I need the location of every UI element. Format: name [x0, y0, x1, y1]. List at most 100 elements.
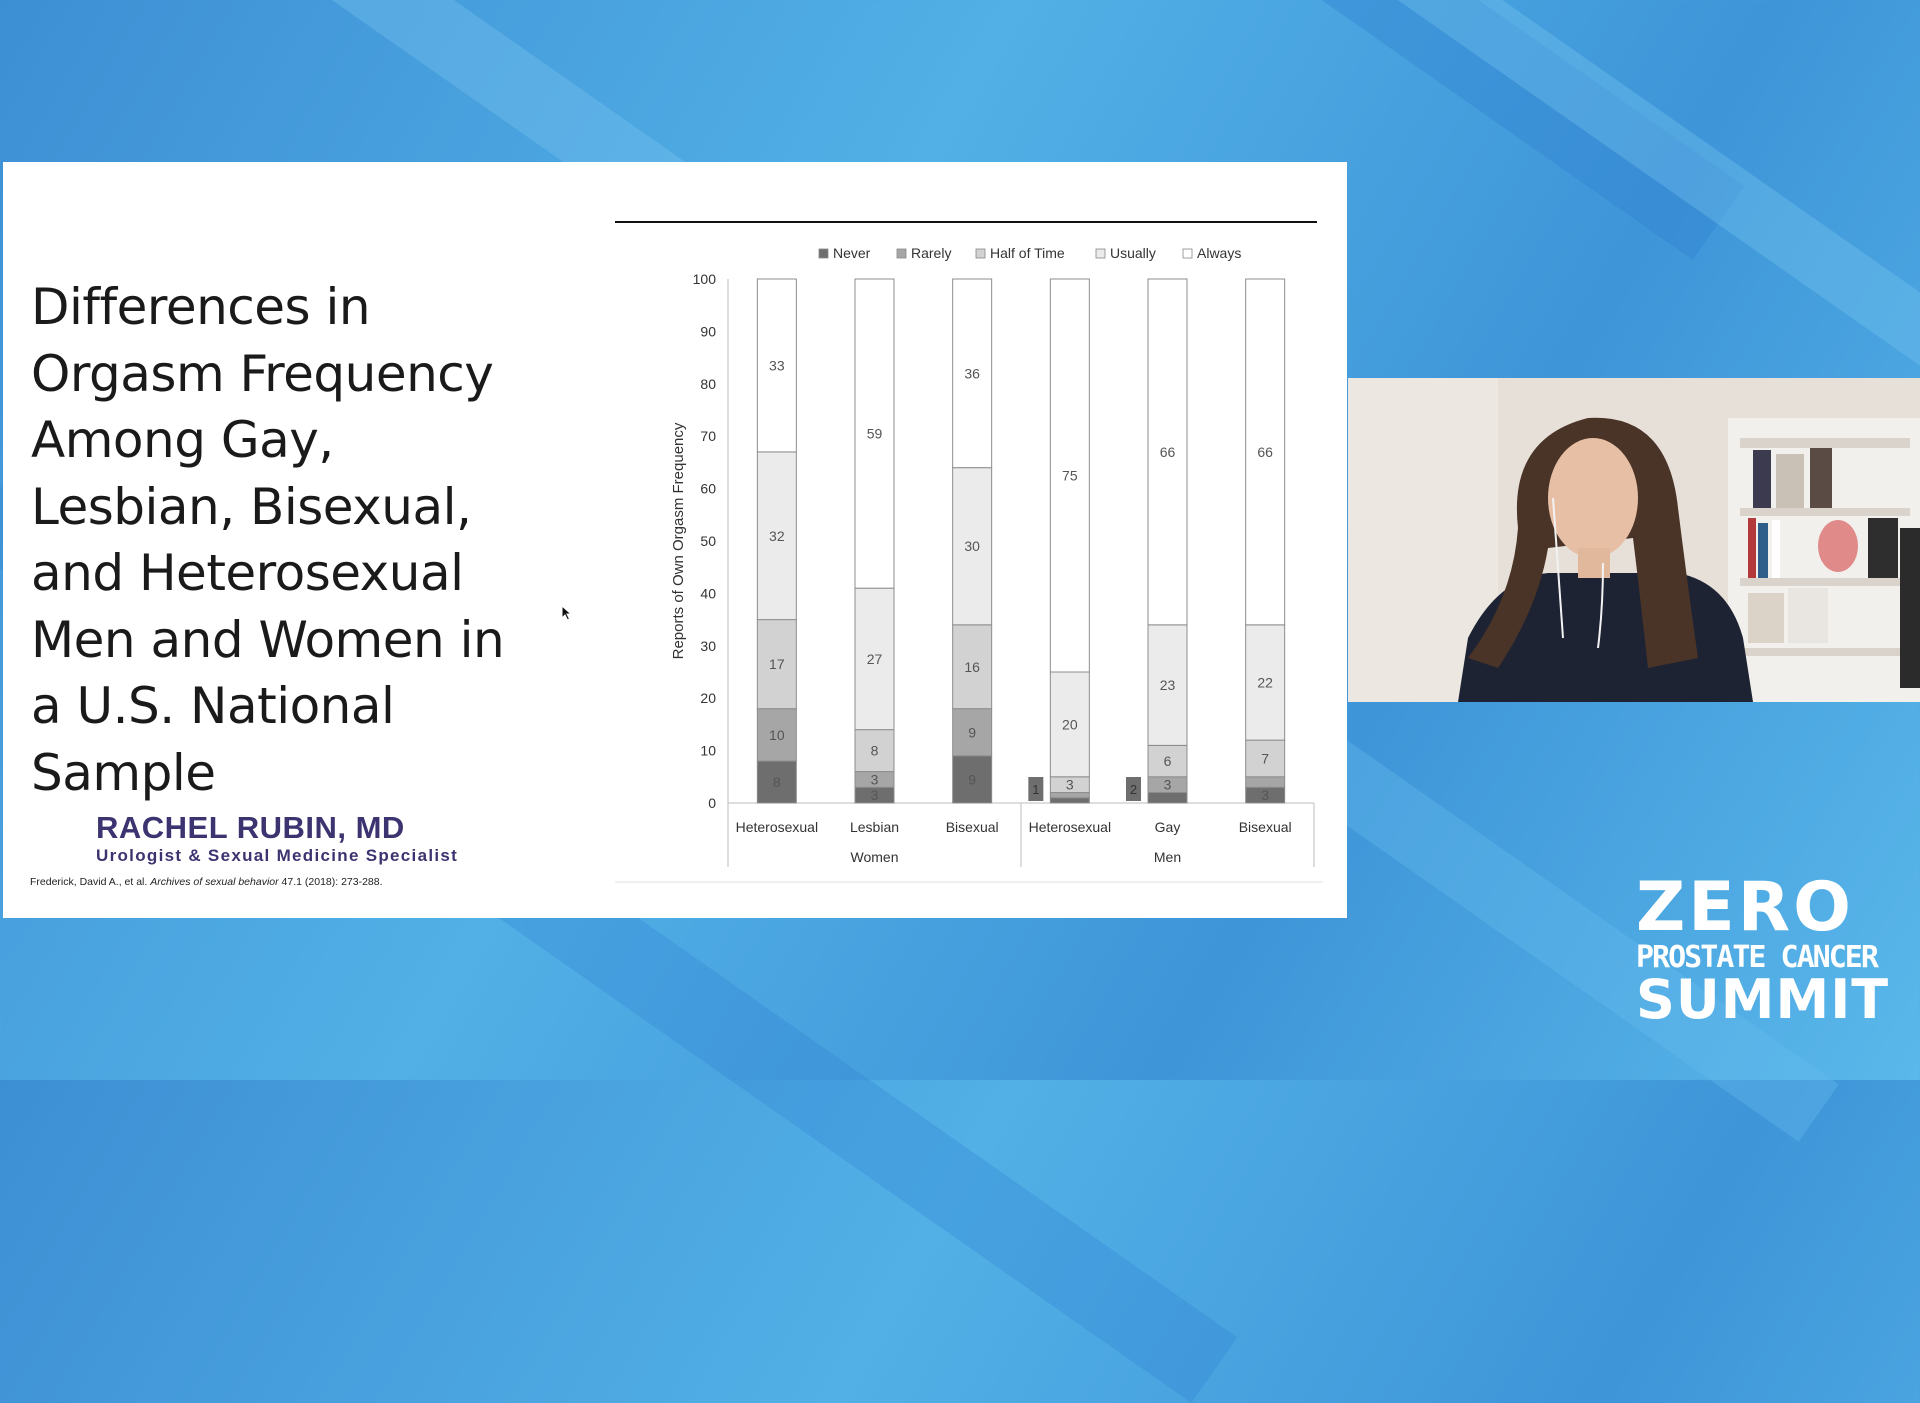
- legend-swatch: [1182, 248, 1193, 259]
- y-tick-label: 50: [700, 533, 716, 549]
- slide-title-line: Differences in: [31, 278, 371, 336]
- bar-segment: [1147, 278, 1188, 626]
- data-label: 6: [1164, 753, 1172, 769]
- data-label: 23: [1160, 677, 1176, 693]
- data-label: 16: [964, 659, 980, 675]
- data-label: 20: [1062, 716, 1078, 732]
- stacked-bar-chart: Never Rarely Half of Time Usually Always 0 10 2…: [615, 221, 1323, 883]
- data-label: 66: [1160, 444, 1176, 460]
- slide-title-line: Among Gay,: [31, 411, 334, 469]
- slide-title-line: and Heterosexual: [31, 544, 464, 602]
- bar-segment: [854, 729, 895, 773]
- slide-title-line: Orgasm Frequency: [31, 344, 494, 403]
- bar-segment: [756, 278, 797, 453]
- data-label: 32: [769, 528, 785, 544]
- bar-segment: [756, 451, 797, 621]
- data-label: 3: [1164, 777, 1172, 793]
- legend-label: Always: [1197, 245, 1241, 261]
- data-label: 27: [867, 651, 883, 667]
- bar-segment: [1049, 278, 1090, 673]
- data-label: 3: [1261, 787, 1269, 803]
- legend-label: Half of Time: [990, 245, 1065, 261]
- y-tick-label: 30: [700, 638, 716, 654]
- small-value-label: 2: [1130, 782, 1137, 797]
- bar-segment: [952, 624, 993, 710]
- x-tick-label: Bisexual: [946, 819, 999, 835]
- y-tick-label: 0: [708, 795, 716, 811]
- bar-segment: [1245, 776, 1286, 788]
- y-tick-label: 80: [700, 376, 716, 392]
- data-label: 8: [773, 774, 781, 790]
- data-label: 17: [769, 656, 785, 672]
- small-value-marker: [1126, 777, 1141, 801]
- slide-title-line: Lesbian, Bisexual,: [31, 477, 472, 536]
- slide-title-line: Sample: [31, 743, 216, 802]
- data-label: 9: [968, 771, 976, 787]
- legend-swatch: [818, 248, 829, 259]
- small-value-marker: [1028, 777, 1044, 801]
- data-label: 36: [964, 365, 980, 381]
- data-label: 59: [867, 426, 883, 442]
- speaker-photo: [1348, 378, 1920, 702]
- y-tick-label: 90: [700, 323, 716, 339]
- legend-swatch: [896, 248, 907, 259]
- y-tick-label: 10: [700, 743, 716, 759]
- bar-segment: [854, 587, 895, 731]
- bar-segment: [854, 278, 895, 589]
- bar-segment: [1147, 624, 1188, 746]
- data-label: 8: [871, 743, 879, 759]
- legend-swatch: [1095, 248, 1106, 259]
- logo-line-summit: SUMMIT: [1636, 968, 1890, 1031]
- data-label: 10: [769, 727, 785, 743]
- data-label: 33: [769, 357, 785, 373]
- data-label: 9: [968, 724, 976, 740]
- slide-title: Differences in Orgasm Frequency Among Ga…: [31, 274, 551, 806]
- bar-segment: [756, 708, 797, 762]
- citation-authors: Frederick, David A., et al.: [30, 876, 151, 888]
- citation: Frederick, David A., et al. Archives of …: [30, 876, 383, 888]
- y-tick-label: 20: [700, 690, 716, 706]
- x-tick-label: Heterosexual: [736, 819, 819, 835]
- bar-segment: [1147, 792, 1188, 804]
- x-group-label: Women: [851, 849, 899, 865]
- small-value-label: 1: [1032, 782, 1039, 797]
- bar-segment: [1049, 792, 1090, 799]
- y-tick-label: 60: [700, 481, 716, 497]
- citation-volume: 47.1 (2018): 273-288.: [278, 876, 383, 888]
- bar-segment: [952, 708, 993, 757]
- legend-label: Rarely: [911, 245, 951, 261]
- y-axis-title: Reports of Own Orgasm Frequency: [670, 422, 687, 659]
- data-label: 3: [871, 787, 879, 803]
- bar-segment: [1245, 278, 1286, 626]
- bar-segment: [952, 755, 993, 804]
- y-tick-label: 40: [700, 585, 716, 601]
- slide-title-line: a U.S. National: [31, 677, 395, 735]
- x-tick-label: Bisexual: [1239, 819, 1292, 835]
- bar-segment: [1049, 797, 1090, 804]
- logo-line-prostate-cancer: PROSTATE CANCER: [1636, 940, 1879, 975]
- bar-segment: [756, 619, 797, 710]
- legend-swatch: [975, 248, 986, 259]
- data-label: 7: [1261, 750, 1269, 766]
- y-tick-label: 70: [700, 428, 716, 444]
- mouse-pointer-icon: [561, 605, 573, 621]
- logo-line-zero: ZERO: [1636, 868, 1854, 947]
- data-label: 66: [1257, 444, 1273, 460]
- presenter-name: RACHEL RUBIN, MD: [96, 810, 405, 845]
- zero-summit-logo: ZERO PROSTATE CANCER SUMMIT: [1632, 868, 1888, 1033]
- x-group-label: Men: [1154, 849, 1181, 865]
- citation-journal: Archives of sexual behavior: [150, 876, 279, 888]
- presentation-slide: Differences in Orgasm Frequency Among Ga…: [3, 162, 1347, 918]
- bar-segment: [1049, 671, 1090, 778]
- data-label: 30: [964, 538, 980, 554]
- y-tick-label: 100: [693, 271, 717, 287]
- data-label: 75: [1062, 468, 1078, 484]
- data-label: 3: [1066, 777, 1074, 793]
- x-tick-label: Gay: [1155, 819, 1181, 835]
- data-label: 3: [871, 771, 879, 787]
- slide-title-line: Men and Women in: [31, 610, 505, 669]
- x-tick-label: Heterosexual: [1029, 819, 1112, 835]
- bar-segment: [952, 467, 993, 626]
- x-tick-label: Lesbian: [850, 819, 899, 835]
- legend-label: Usually: [1110, 245, 1156, 261]
